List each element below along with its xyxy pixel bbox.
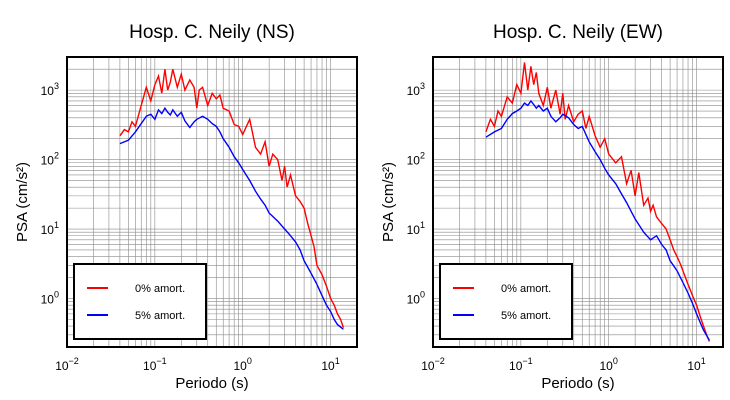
x-tick-label: 10−2 [55,356,79,373]
chart-panel-ns: Hosp. C. Neily (NS) 10−2 10−1 100 101 10010… [14,22,358,392]
chart-panel-ew: Hosp. C. Neily (EW) 10−2 10−1 100 101 10010… [380,22,724,392]
x-axis-label: Periodo (s) [541,375,614,392]
legend-box [73,263,207,340]
x-axis-label: Periodo (s) [175,375,248,392]
y-tick-label: 103 [407,81,425,98]
plot-area [485,62,711,342]
y-tick-label: 102 [407,151,425,168]
series-line-0 [119,69,345,328]
y-tick-label: 101 [41,220,59,237]
axes-frame [432,56,724,348]
y-tick-label: 101 [407,220,425,237]
series-line-1 [119,106,344,330]
x-tick-label: 101 [687,356,705,373]
legend: 0% amort. 5% amort. [73,263,207,340]
y-tick-labels: 100 101 102 103 [41,81,59,306]
x-tick-label: 10−1 [143,356,167,373]
legend-label-1: 5% amort. [501,310,551,322]
legend-label-0: 0% amort. [501,283,551,295]
legend-label-0: 0% amort. [135,283,185,295]
plot-area [119,69,345,330]
chart-title: Hosp. C. Neily (NS) [129,22,295,43]
axes-frame [66,56,358,348]
y-tick-label: 103 [41,81,59,98]
y-tick-labels: 100 101 102 103 [407,81,425,306]
y-tick-label: 100 [407,289,425,306]
x-tick-labels: 10−2 10−1 100 101 [55,356,340,373]
chart-title: Hosp. C. Neily (EW) [493,22,663,43]
x-tick-labels: 10−2 10−1 100 101 [421,356,706,373]
series-line-1 [485,99,711,341]
y-tick-label: 102 [41,151,59,168]
y-axis-label: PSA (cm/s²) [14,162,31,242]
series-line-0 [485,62,711,342]
y-tick-label: 100 [41,289,59,306]
x-tick-label: 101 [321,356,339,373]
legend: 0% amort. 5% amort. [439,263,573,340]
legend-box [439,263,573,340]
x-tick-label: 10−1 [509,356,533,373]
x-tick-label: 100 [234,356,252,373]
x-tick-label: 100 [600,356,618,373]
x-tick-label: 10−2 [421,356,445,373]
y-axis-label: PSA (cm/s²) [380,162,397,242]
legend-label-1: 5% amort. [135,310,185,322]
